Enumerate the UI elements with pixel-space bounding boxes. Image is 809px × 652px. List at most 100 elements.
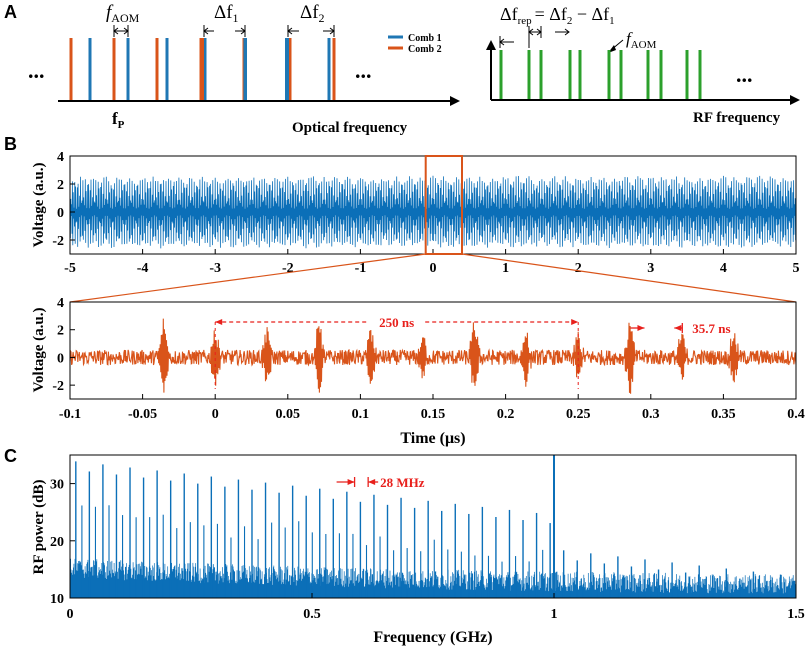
optical-axis-label: Optical frequency	[292, 120, 408, 136]
panel-b-full-xtick-label: -5	[64, 261, 76, 276]
panel-c-xtick-label: 1	[551, 607, 558, 622]
f-p-symbol: f	[112, 109, 118, 128]
panel-b-zoom-xtick-label: -0.05	[128, 407, 157, 422]
zoom-connector-right	[461, 253, 797, 303]
annotation-label-28mhz: 28 MHz	[380, 475, 425, 490]
panel-b-zoom-xtick-label: 0.05	[276, 407, 301, 422]
panel-c-ytick-label: 10	[50, 592, 64, 607]
panel-b-full-plot: -5 -4 -3 -2 -1 0 1 2 3 4 5 4 2 0 -2 Voltage (a.u.)	[31, 150, 800, 276]
zoom-connector-left	[69, 253, 426, 303]
panel-b-full-xtick-label: 5	[793, 261, 800, 276]
panel-b-zoom-ytick-label: 0	[57, 351, 64, 366]
panel-c-xtick-label: 0.5	[303, 607, 321, 622]
panel-b-zoom-ticks: -0.1 -0.05 0 0.05 0.1 0.15 0.2 0.25 0.3 0.35 0.4 4 2…	[52, 296, 804, 422]
legend-label-comb2: Comb 2	[408, 44, 442, 55]
panel-c-ticks: 0 0.5 1 1.5 30 20 10	[50, 478, 805, 622]
panel-c-xlabel: Frequency (GHz)	[373, 629, 492, 646]
rf-eq-rhs: = Δf	[535, 4, 567, 24]
panel-c-xtick-label: 0	[67, 607, 74, 622]
panel-b-full-xtick-label: 4	[720, 261, 727, 276]
panel-c-plot: 0 0.5 1 1.5 30 20 10 28 MHz RF power (dB) Freq…	[31, 454, 805, 646]
rf-eq-rhs-sub1: 1	[609, 15, 615, 27]
left-ellipsis: ...	[28, 58, 45, 83]
panel-label-c: C	[4, 446, 17, 466]
optical-comb-lines	[69, 38, 336, 101]
delta-f1-bracket	[203, 25, 246, 37]
panel-c-xtick-label: 1.5	[787, 607, 805, 622]
panel-b-zoom-xtick-label: 0.4	[787, 407, 805, 422]
panel-b-full-ytick-label: 4	[57, 150, 64, 165]
delta-f1-symbol: Δf	[214, 2, 233, 23]
panel-b-zoom-ytick-label: -2	[52, 379, 64, 394]
panel-label-a: A	[4, 2, 17, 22]
rf-equation: Δfrep = Δf2 − Δf1	[500, 4, 615, 27]
f-aom-sub: AOM	[111, 11, 139, 25]
panel-b-full-ticks: -5 -4 -3 -2 -1 0 1 2 3 4 5 4 2 0 -2	[52, 150, 799, 276]
panel-b-full-xtick-label: 2	[575, 261, 582, 276]
panel-b-zoom-ylabel: Voltage (a.u.)	[31, 308, 47, 393]
rf-eq-lhs: Δf	[500, 4, 518, 24]
delta-f2-sub: 2	[319, 11, 325, 25]
annotation-label-250ns: 250 ns	[379, 315, 414, 330]
panel-label-b: B	[4, 134, 17, 154]
panel-b-full-ytick-label: 0	[57, 206, 64, 221]
rf-f-aom-sub: AOM	[631, 39, 657, 51]
delta-f1-label: Δf1	[214, 2, 239, 25]
panel-b-full-trace	[69, 175, 797, 249]
panel-b-full-xtick-label: 1	[502, 261, 509, 276]
delta-f1-sub: 1	[233, 11, 239, 25]
panel-b-zoom-plot: -0.1 -0.05 0 0.05 0.1 0.15 0.2 0.25 0.3 0.35 0.4 4 2…	[31, 296, 805, 447]
panel-b-xlabel: Time (μs)	[400, 430, 465, 447]
annotation-arrowhead	[674, 325, 682, 331]
panel-b-full-ytick-label: -2	[52, 234, 64, 249]
panel-b-full-ytick-label: 2	[57, 178, 64, 193]
rf-eq-lhs-sub: rep	[518, 15, 533, 27]
rf-f-aom-symbol: f	[626, 29, 633, 48]
panel-b-zoom-trace	[69, 318, 797, 394]
rf-axis-arrowhead	[790, 95, 800, 105]
rf-brackets	[499, 26, 570, 48]
rf-eq-minus: − Δf	[572, 4, 609, 24]
panel-b-zoom-xtick-label: 0.15	[421, 407, 446, 422]
rf-vertical-arrowhead	[486, 40, 496, 50]
panel-b-zoom-xtick-label: 0.3	[642, 407, 660, 422]
panel-b-zoom-xtick-label: 0.1	[352, 407, 370, 422]
optical-axis-arrowhead	[450, 96, 460, 106]
panel-b-full-ylabel: Voltage (a.u.)	[31, 163, 47, 248]
f-aom-label: fAOM	[106, 2, 140, 25]
rf-ellipsis: ...	[736, 62, 753, 87]
panel-b-full-xtick-label: -1	[355, 261, 367, 276]
panel-b-full-xtick-label: 0	[430, 261, 437, 276]
panel-c-ylabel: RF power (dB)	[31, 480, 47, 575]
panel-b-zoom-ytick-label: 4	[57, 296, 64, 311]
panel-c-frame	[69, 454, 797, 599]
panel-c-annotations: 28 MHz	[336, 475, 425, 490]
panel-b-zoom-xtick-label: 0.35	[711, 407, 736, 422]
panel-b-zoom-ytick-label: 2	[57, 324, 64, 339]
panel-b-zoom-xtick-label: -0.1	[59, 407, 81, 422]
annotation-arrowhead	[368, 479, 376, 485]
panel-b-annotations: 250 ns 35.7 ns	[214, 314, 731, 389]
annotation-label-35ns: 35.7 ns	[692, 321, 730, 336]
delta-f2-bracket	[287, 25, 335, 37]
panel-b-zoom-xtick-label: 0.2	[497, 407, 515, 422]
annotation-arrowhead	[571, 319, 579, 325]
zoom-window-box	[424, 155, 464, 255]
spectrum-noise-floor	[69, 558, 797, 598]
panel-c-spectrum	[69, 455, 797, 598]
f-aom-symbol: f	[106, 2, 114, 23]
f-aom-bracket	[113, 25, 129, 37]
panel-c-ytick-label: 20	[50, 535, 64, 550]
annotation-arrowhead	[215, 319, 223, 325]
panel-b-full-xtick-label: 3	[647, 261, 654, 276]
panel-b-full-xtick-label: -3	[209, 261, 221, 276]
rf-comb-lines	[499, 50, 702, 100]
rf-eq-rhs-sub2: 2	[567, 15, 573, 27]
f-p-sub: P	[118, 119, 125, 131]
panel-c-ytick-label: 30	[50, 478, 64, 493]
annotation-arrowhead	[347, 479, 355, 485]
panel-b-zoom-xtick-label: 0.25	[566, 407, 591, 422]
rf-axis-label: RF frequency	[693, 110, 781, 126]
